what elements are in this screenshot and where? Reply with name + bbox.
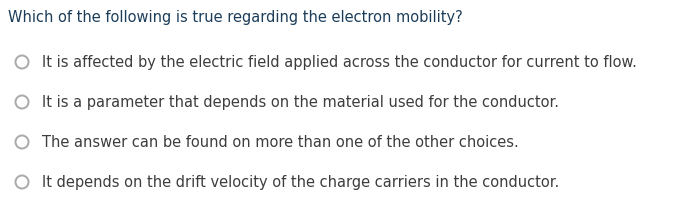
Text: It depends on the drift velocity of the charge carriers in the conductor.: It depends on the drift velocity of the … [42,175,559,190]
Text: It is a parameter that depends on the material used for the conductor.: It is a parameter that depends on the ma… [42,95,559,110]
Text: The answer can be found on more than one of the other choices.: The answer can be found on more than one… [42,135,519,150]
Text: Which of the following is true regarding the electron mobility?: Which of the following is true regarding… [8,10,463,25]
Text: It is affected by the electric field applied across the conductor for current to: It is affected by the electric field app… [42,55,637,70]
